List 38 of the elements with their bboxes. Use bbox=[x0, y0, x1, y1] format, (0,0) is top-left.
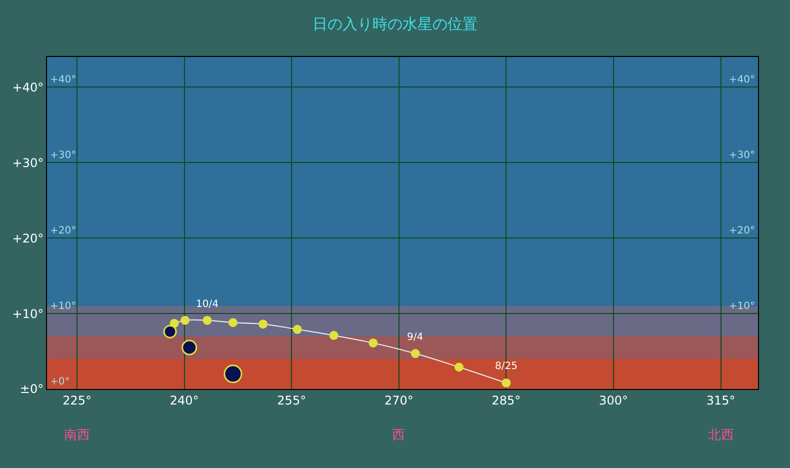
y3-tick-label: +0° bbox=[50, 376, 70, 388]
x-tick-label: 270° bbox=[384, 393, 414, 408]
y-tick-label: +20° bbox=[12, 231, 44, 246]
annotation: 10/4 bbox=[196, 299, 218, 310]
point bbox=[329, 330, 338, 340]
annotation: 9/4 bbox=[407, 332, 424, 343]
point bbox=[292, 324, 302, 334]
text: 南西 bbox=[64, 428, 90, 443]
point bbox=[182, 340, 198, 356]
y3-tick-label: +40° bbox=[50, 74, 76, 86]
y-tick-label: +40° bbox=[12, 80, 44, 94]
x-tick-label: 315° bbox=[706, 393, 736, 408]
x-tick-label: 240° bbox=[170, 393, 199, 408]
x-tick-label: 285° bbox=[492, 393, 521, 408]
chart-title: 日の入り時の水星の位置 bbox=[312, 15, 478, 34]
y2-tick-label: +40° bbox=[728, 74, 755, 86]
y3-tick-label: +10° bbox=[50, 301, 76, 312]
y-tick-label: +10° bbox=[12, 306, 44, 321]
point bbox=[368, 338, 378, 348]
point bbox=[258, 320, 268, 329]
point bbox=[502, 378, 511, 388]
x-tick-label: 255° bbox=[277, 393, 306, 408]
point bbox=[454, 362, 464, 372]
point bbox=[228, 318, 238, 328]
y2-tick-label: +30° bbox=[728, 150, 755, 162]
point bbox=[180, 316, 190, 325]
point bbox=[202, 316, 212, 325]
y-tick-label: +30° bbox=[12, 156, 44, 170]
y2-tick-label: +10° bbox=[728, 301, 755, 312]
y-tick-label: ±0° bbox=[20, 382, 44, 396]
text: 北西 bbox=[708, 428, 734, 443]
y3-tick-label: +20° bbox=[50, 226, 76, 237]
y2-tick-label: +20° bbox=[728, 226, 755, 237]
y3-tick-label: +30° bbox=[50, 150, 76, 162]
text: 西 bbox=[392, 428, 405, 443]
x-tick-label: 300° bbox=[599, 393, 628, 408]
point bbox=[410, 349, 420, 358]
x-tick-label: 225° bbox=[62, 393, 92, 408]
